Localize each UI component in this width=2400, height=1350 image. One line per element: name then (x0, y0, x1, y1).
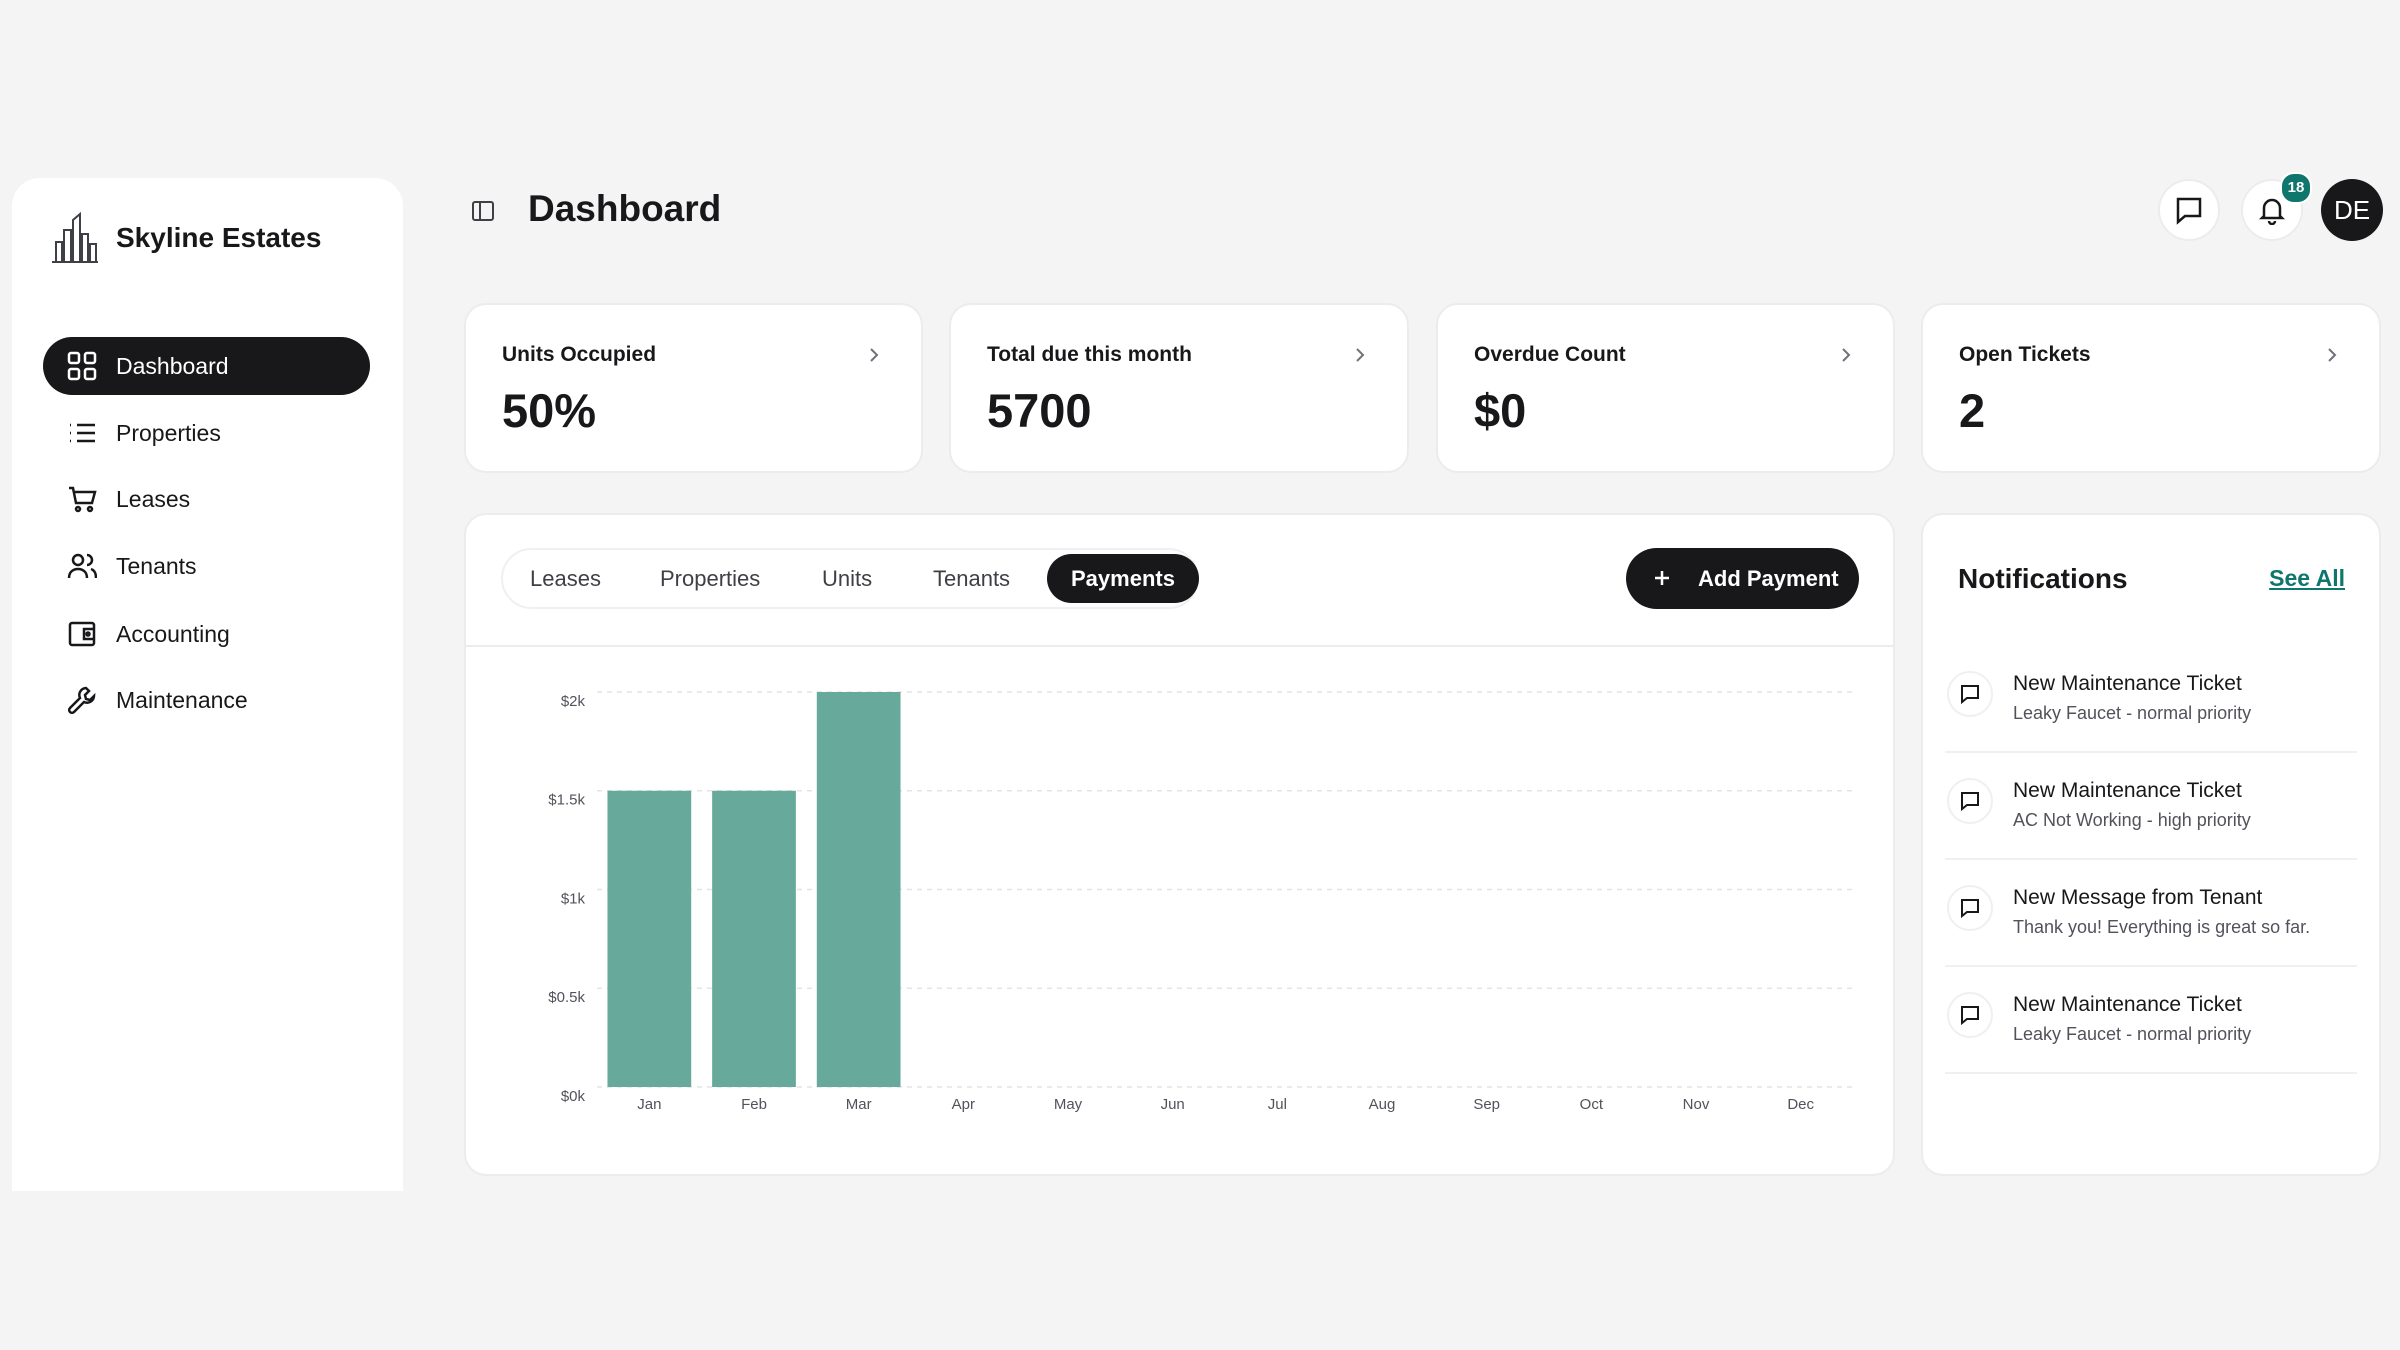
notification-subtitle: Leaky Faucet - normal priority (2013, 703, 2252, 723)
x-tick-label: Jun (1161, 1096, 1185, 1113)
notification-title: New Message from Tenant (2013, 886, 2263, 909)
nav-item[interactable]: Tenants (43, 537, 370, 595)
notification-subtitle: Leaky Faucet - normal priority (2013, 1024, 2252, 1044)
x-tick-label: May (1054, 1096, 1083, 1113)
tab[interactable]: Properties (660, 566, 761, 591)
stat-value: 2 (1959, 384, 1986, 437)
tab[interactable]: Leases (530, 566, 601, 591)
nav-item[interactable]: Maintenance (43, 671, 370, 729)
stat-label: Total due this month (987, 343, 1192, 366)
notification-icon (1947, 992, 1993, 1038)
x-tick-label: Mar (846, 1096, 872, 1113)
x-tick-label: Nov (1683, 1096, 1710, 1113)
stat-value: 5700 (987, 384, 1092, 437)
messages-button[interactable] (2158, 179, 2220, 241)
add-payment-button[interactable]: Add Payment (1626, 548, 1859, 609)
nav-item[interactable]: Properties (43, 404, 370, 462)
notification-subtitle: AC Not Working - high priority (2013, 810, 2251, 830)
x-tick-label: Sep (1473, 1096, 1500, 1113)
page-title: Dashboard (528, 188, 722, 229)
nav-label: Dashboard (116, 352, 229, 379)
chart: $0k $0.5k $1k $1.5k $2k Jan Feb Mar Apr May Jun Jul… (548, 691, 1853, 1113)
stat-card[interactable]: Open Tickets 2 (1921, 303, 2381, 473)
see-all-link[interactable]: See All (2269, 565, 2345, 591)
notification-badge: 18 (2280, 172, 2312, 204)
divider (1945, 858, 2357, 860)
y-tick-label: $0k (561, 1088, 586, 1105)
nav-label: Tenants (116, 552, 197, 579)
nav-label: Leases (116, 485, 191, 512)
brand-name: Skyline Estates (116, 222, 322, 253)
tab[interactable]: Tenants (933, 566, 1011, 591)
stat-label: Overdue Count (1474, 343, 1626, 366)
tab[interactable]: Units (822, 566, 873, 591)
brand-logo (52, 212, 98, 263)
stat-label: Open Tickets (1959, 343, 2091, 366)
divider (1945, 751, 2357, 753)
nav-label: Accounting (116, 620, 230, 647)
notification-icon (1947, 671, 1993, 717)
x-tick-label: Aug (1369, 1096, 1396, 1113)
x-tick-label: Jul (1268, 1096, 1287, 1113)
x-tick-label: Jan (637, 1096, 661, 1113)
notification-subtitle: Thank you! Everything is great so far. (2013, 917, 2311, 937)
notifications-title: Notifications (1958, 563, 2128, 594)
bar (712, 790, 796, 1087)
x-tick-label: Feb (741, 1096, 767, 1113)
tab[interactable]: Payments (1047, 554, 1199, 603)
notification-title: New Maintenance Ticket (2013, 672, 2242, 695)
divider (1945, 1072, 2357, 1074)
notification-title: New Maintenance Ticket (2013, 779, 2242, 802)
button-label: Add Payment (1698, 566, 1839, 591)
x-tick-label: Dec (1787, 1096, 1814, 1113)
nav-label: Maintenance (116, 686, 248, 713)
divider (1945, 965, 2357, 967)
divider (466, 645, 1893, 647)
x-tick-label: Oct (1580, 1096, 1604, 1113)
notification-icon (1947, 778, 1993, 824)
stat-label: Units Occupied (502, 343, 657, 366)
nav-label: Properties (116, 419, 221, 446)
notification-icon (1947, 885, 1993, 931)
sidebar-toggle[interactable] (471, 199, 495, 223)
bar (816, 692, 901, 1087)
notification-title: New Maintenance Ticket (2013, 993, 2242, 1016)
bar (607, 790, 692, 1087)
stat-card[interactable]: Units Occupied 50% (464, 303, 923, 473)
stat-card[interactable]: Total due this month 5700 (949, 303, 1409, 473)
notifications-card (1921, 513, 2381, 1176)
avatar[interactable]: DE (2321, 179, 2383, 241)
nav-item[interactable]: Leases (43, 470, 370, 528)
nav-item[interactable]: Accounting (43, 605, 370, 663)
stat-value: 50% (502, 384, 597, 437)
y-tick-label: $0.5k (548, 989, 585, 1006)
y-tick-label: $2k (561, 693, 586, 710)
stat-value: $0 (1474, 384, 1527, 437)
y-tick-label: $1k (561, 890, 586, 907)
chart-card (464, 513, 1895, 1176)
x-tick-label: Apr (952, 1096, 975, 1113)
y-tick-label: $1.5k (548, 792, 585, 809)
nav-item[interactable]: Dashboard (43, 337, 370, 395)
stat-card[interactable]: Overdue Count $0 (1436, 303, 1895, 473)
